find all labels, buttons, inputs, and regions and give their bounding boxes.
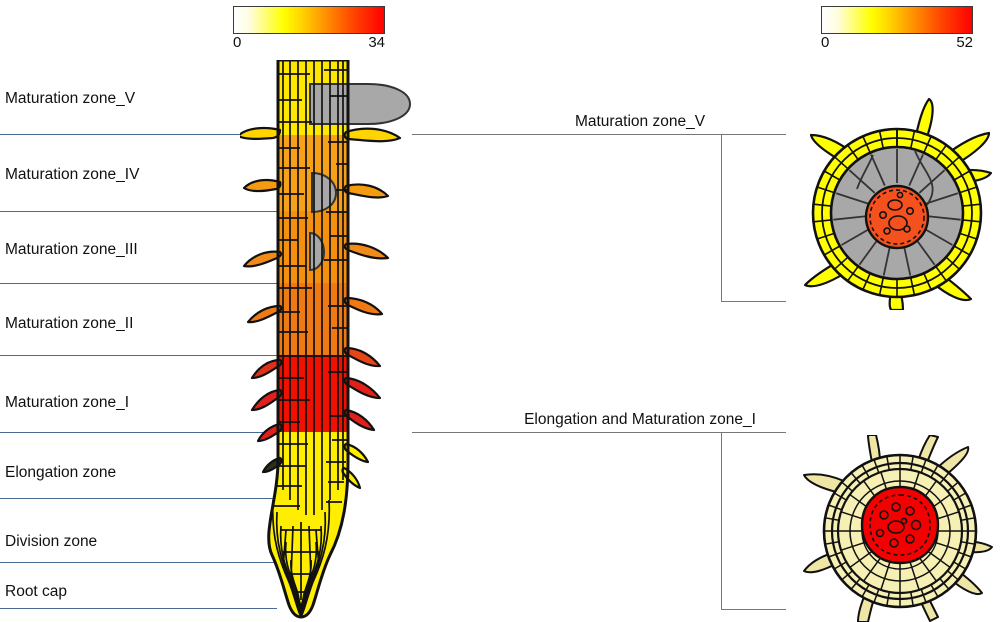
upper-cross-section (803, 97, 993, 310)
root-outline (267, 60, 350, 619)
longitudinal-colorbar: 0 34 (233, 6, 385, 54)
longitudinal-colorbar-ticks: 0 34 (233, 34, 385, 54)
longitudinal-colorbar-gradient (233, 6, 385, 34)
lower-xylem-vessels (875, 502, 922, 548)
zone-divider-8 (0, 608, 277, 609)
lower-pericycle (869, 494, 931, 556)
cross-section-colorbar-max: 52 (956, 34, 973, 51)
zone-divider-6 (0, 498, 277, 499)
lower-epidermis-cells (824, 455, 976, 607)
callout-bracket-2-top (412, 432, 786, 433)
zone-divider-5 (0, 432, 277, 433)
cross-section-colorbar-ticks: 0 52 (821, 34, 973, 54)
callout-label-maturation-v: Maturation zone_V (574, 113, 706, 130)
zone-divider-3 (0, 283, 277, 284)
callout-bracket-2-bottom (721, 609, 786, 610)
callout-bracket-1-top (412, 134, 786, 135)
zone-label-maturation-iii: Maturation zone_III (5, 241, 138, 258)
longitudinal-colorbar-max: 34 (368, 34, 385, 51)
zone-divider-7 (0, 562, 277, 563)
root-longitudinal-section (240, 60, 412, 619)
upper-pericycle (869, 189, 925, 245)
zone-label-maturation-i: Maturation zone_I (5, 394, 130, 411)
callout-bracket-2-stem (721, 432, 722, 610)
upper-xylem-vessels (879, 191, 915, 235)
zone-label-division: Division zone (5, 533, 98, 550)
zone-divider-4 (0, 355, 277, 356)
zone-label-maturation-ii: Maturation zone_II (5, 315, 134, 332)
lower-cross-section (803, 435, 993, 622)
root-cell-walls (274, 60, 348, 515)
zone-label-elongation: Elongation zone (5, 464, 117, 481)
callout-bracket-1-stem (721, 134, 722, 302)
zone-label-maturation-v: Maturation zone_V (5, 90, 136, 107)
longitudinal-colorbar-min: 0 (233, 34, 242, 51)
zone-label-root-cap: Root cap (5, 583, 68, 600)
zone-label-maturation-iv: Maturation zone_IV (5, 166, 140, 183)
zone-divider-1 (0, 134, 277, 135)
callout-bracket-1-bottom (721, 301, 786, 302)
lateral-roots-right (341, 127, 402, 490)
root-cap (271, 499, 331, 619)
callout-label-elongation-maturation-i: Elongation and Maturation zone_I (524, 411, 756, 428)
cross-section-colorbar-min: 0 (821, 34, 830, 51)
lateral-roots-left (240, 126, 283, 474)
zone-divider-2 (0, 211, 277, 212)
upper-epidermis-cell-walls (813, 129, 981, 297)
cross-section-colorbar-gradient (821, 6, 973, 34)
cross-section-colorbar: 0 52 (821, 6, 973, 54)
